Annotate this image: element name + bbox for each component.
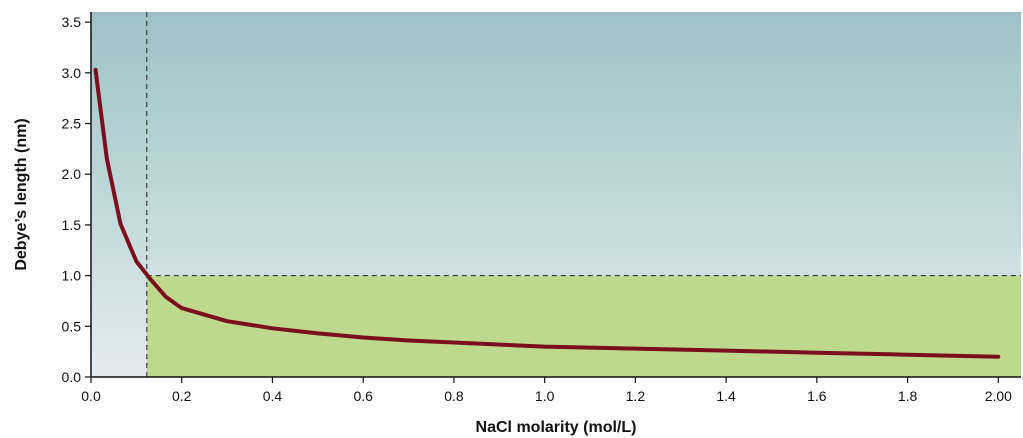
series-line-0	[93, 67, 1001, 359]
y-tick-label: 1.5	[62, 217, 82, 233]
y-tick-label: 3.5	[62, 14, 82, 30]
y-tick-label: 0.0	[62, 369, 82, 385]
y-tick-label: 3.0	[62, 65, 82, 81]
x-tick-label: 1.4	[716, 388, 736, 404]
x-tick-label: 2.00	[985, 388, 1012, 404]
y-tick-label: 0.5	[62, 318, 82, 334]
highlight-region	[146, 275, 1022, 377]
x-axis-title: NaCl molarity (mol/L)	[476, 419, 637, 436]
x-tick-label: 1.8	[898, 388, 918, 404]
x-tick-label: 1.0	[535, 388, 555, 404]
x-tick-label: 0.2	[172, 388, 192, 404]
y-axis-title: Debye’s length (nm)	[13, 118, 30, 270]
y-tick-label: 2.5	[62, 116, 82, 132]
x-tick-label: 0.6	[353, 388, 373, 404]
x-axis-ticks: 0.0 0.2 0.4 0.6 0.8 1.0 1.2 1.4 1.6 1.8 2.00	[81, 377, 1012, 404]
y-tick-label: 2.0	[62, 166, 82, 182]
series-layer	[93, 67, 1001, 359]
y-axis-ticks: 0.0 0.5 1.0 1.5 2.0 2.5 3.0 3.5	[62, 14, 91, 385]
x-tick-label: 0.8	[444, 388, 464, 404]
x-tick-label: 0.0	[81, 388, 101, 404]
x-tick-label: 0.4	[263, 388, 283, 404]
x-tick-label: 1.2	[626, 388, 646, 404]
x-tick-label: 1.6	[807, 388, 827, 404]
y-tick-label: 1.0	[62, 268, 82, 284]
